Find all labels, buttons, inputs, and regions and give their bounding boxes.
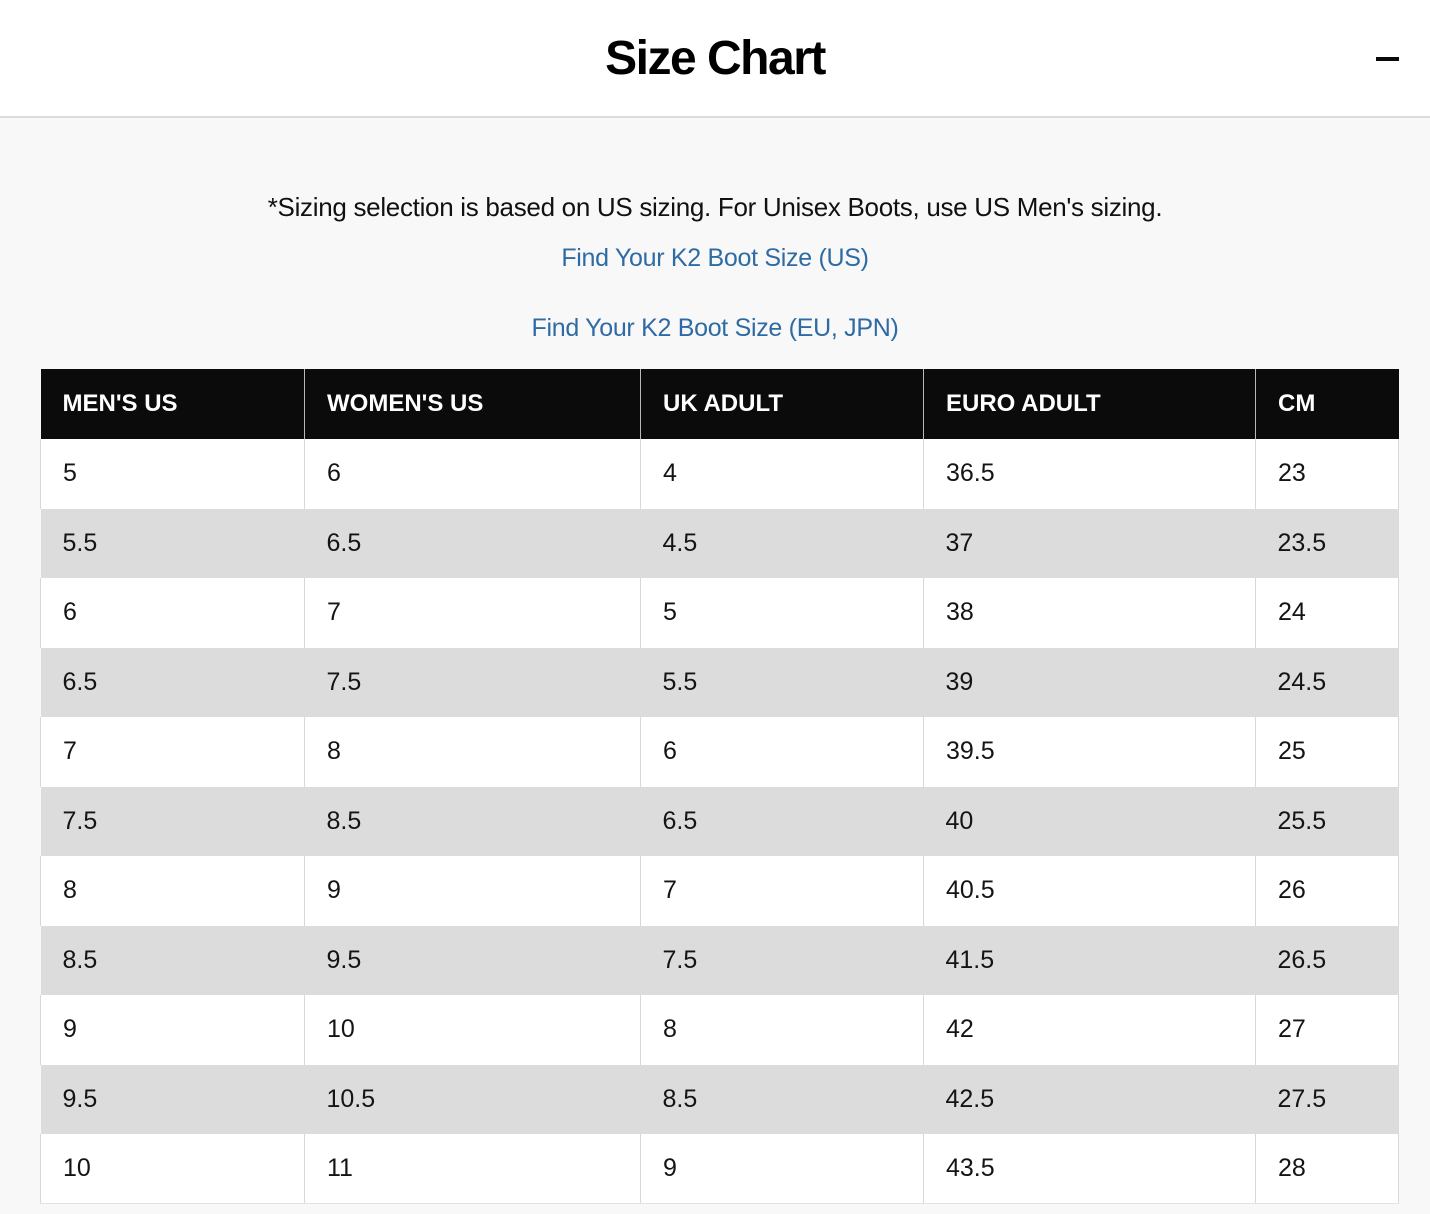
table-cell: 10.5: [304, 1064, 641, 1134]
collapse-button[interactable]: [1366, 38, 1408, 80]
table-cell: 40: [923, 786, 1256, 856]
table-cell: 41.5: [923, 925, 1256, 995]
table-cell: 42.5: [923, 1064, 1256, 1134]
table-row: 9 10 8 42 27: [40, 995, 1399, 1065]
column-header-cm: CM: [1255, 369, 1399, 439]
column-header-mens-us: MEN'S US: [40, 369, 305, 439]
table-cell: 7: [640, 856, 924, 926]
table-cell: 9: [304, 856, 641, 926]
size-table-body: 5 6 4 36.5 23 5.5 6.5 4.5 37 23.5 6 7 5 38 24 6.5 7.5 5.5…: [40, 439, 1399, 1204]
table-header-row: MEN'S US WOMEN'S US UK ADULT EURO ADULT …: [40, 369, 1399, 439]
minus-icon: [1375, 57, 1399, 61]
table-cell: 4.5: [640, 508, 924, 578]
table-cell: 26.5: [1255, 925, 1399, 995]
table-cell: 5: [640, 578, 924, 648]
table-cell: 8.5: [640, 1064, 924, 1134]
boot-size-link-eu-jpn-wrap: Find Your K2 Boot Size (EU, JPN): [0, 314, 1430, 343]
table-cell: 5.5: [640, 647, 924, 717]
modal-titlebar: Size Chart: [0, 0, 1430, 118]
table-cell: 25.5: [1255, 786, 1399, 856]
column-header-uk-adult: UK ADULT: [640, 369, 924, 439]
table-cell: 40.5: [923, 856, 1256, 926]
table-row: 7.5 8.5 6.5 40 25.5: [40, 786, 1399, 856]
table-row: 10 11 9 43.5 28: [40, 1134, 1399, 1204]
table-cell: 23: [1255, 439, 1399, 509]
table-cell: 7: [304, 578, 641, 648]
table-cell: 8: [40, 856, 305, 926]
table-cell: 6: [304, 439, 641, 509]
table-cell: 6: [640, 717, 924, 787]
table-cell: 8.5: [304, 786, 641, 856]
table-cell: 24.5: [1255, 647, 1399, 717]
table-cell: 39.5: [923, 717, 1256, 787]
table-cell: 7.5: [304, 647, 641, 717]
table-cell: 6: [40, 578, 305, 648]
table-cell: 43.5: [923, 1134, 1256, 1204]
table-cell: 6.5: [304, 508, 641, 578]
table-cell: 5.5: [40, 508, 305, 578]
table-cell: 26: [1255, 856, 1399, 926]
table-row: 5 6 4 36.5 23: [40, 439, 1399, 509]
table-cell: 23.5: [1255, 508, 1399, 578]
modal-body: *Sizing selection is based on US sizing.…: [0, 118, 1430, 1214]
page-title: Size Chart: [605, 31, 826, 85]
table-cell: 9.5: [40, 1064, 305, 1134]
column-header-euro-adult: EURO ADULT: [923, 369, 1256, 439]
table-row: 7 8 6 39.5 25: [40, 717, 1399, 787]
size-chart-table: MEN'S US WOMEN'S US UK ADULT EURO ADULT …: [40, 369, 1399, 1204]
table-row: 9.5 10.5 8.5 42.5 27.5: [40, 1064, 1399, 1134]
table-cell: 4: [640, 439, 924, 509]
table-row: 6.5 7.5 5.5 39 24.5: [40, 647, 1399, 717]
table-row: 6 7 5 38 24: [40, 578, 1399, 648]
boot-size-link-us-wrap: Find Your K2 Boot Size (US): [0, 244, 1430, 273]
table-cell: 9: [40, 995, 305, 1065]
table-cell: 28: [1255, 1134, 1399, 1204]
table-cell: 7: [40, 717, 305, 787]
table-cell: 36.5: [923, 439, 1256, 509]
table-cell: 25: [1255, 717, 1399, 787]
table-cell: 5: [40, 439, 305, 509]
boot-size-link-us[interactable]: Find Your K2 Boot Size (US): [561, 244, 869, 272]
table-cell: 7.5: [40, 786, 305, 856]
table-cell: 7.5: [640, 925, 924, 995]
table-cell: 37: [923, 508, 1256, 578]
table-cell: 8: [304, 717, 641, 787]
table-cell: 42: [923, 995, 1256, 1065]
table-cell: 11: [304, 1134, 641, 1204]
sizing-note: *Sizing selection is based on US sizing.…: [267, 192, 1163, 222]
table-cell: 38: [923, 578, 1256, 648]
table-cell: 6.5: [640, 786, 924, 856]
table-cell: 6.5: [40, 647, 305, 717]
boot-size-link-eu-jpn[interactable]: Find Your K2 Boot Size (EU, JPN): [531, 314, 899, 342]
column-header-womens-us: WOMEN'S US: [304, 369, 641, 439]
table-cell: 8: [640, 995, 924, 1065]
table-row: 5.5 6.5 4.5 37 23.5: [40, 508, 1399, 578]
table-cell: 10: [40, 1134, 305, 1204]
table-cell: 9.5: [304, 925, 641, 995]
table-cell: 10: [304, 995, 641, 1065]
table-row: 8.5 9.5 7.5 41.5 26.5: [40, 925, 1399, 995]
table-cell: 27.5: [1255, 1064, 1399, 1134]
table-cell: 27: [1255, 995, 1399, 1065]
table-cell: 39: [923, 647, 1256, 717]
table-row: 8 9 7 40.5 26: [40, 856, 1399, 926]
table-cell: 9: [640, 1134, 924, 1204]
table-cell: 8.5: [40, 925, 305, 995]
table-cell: 24: [1255, 578, 1399, 648]
